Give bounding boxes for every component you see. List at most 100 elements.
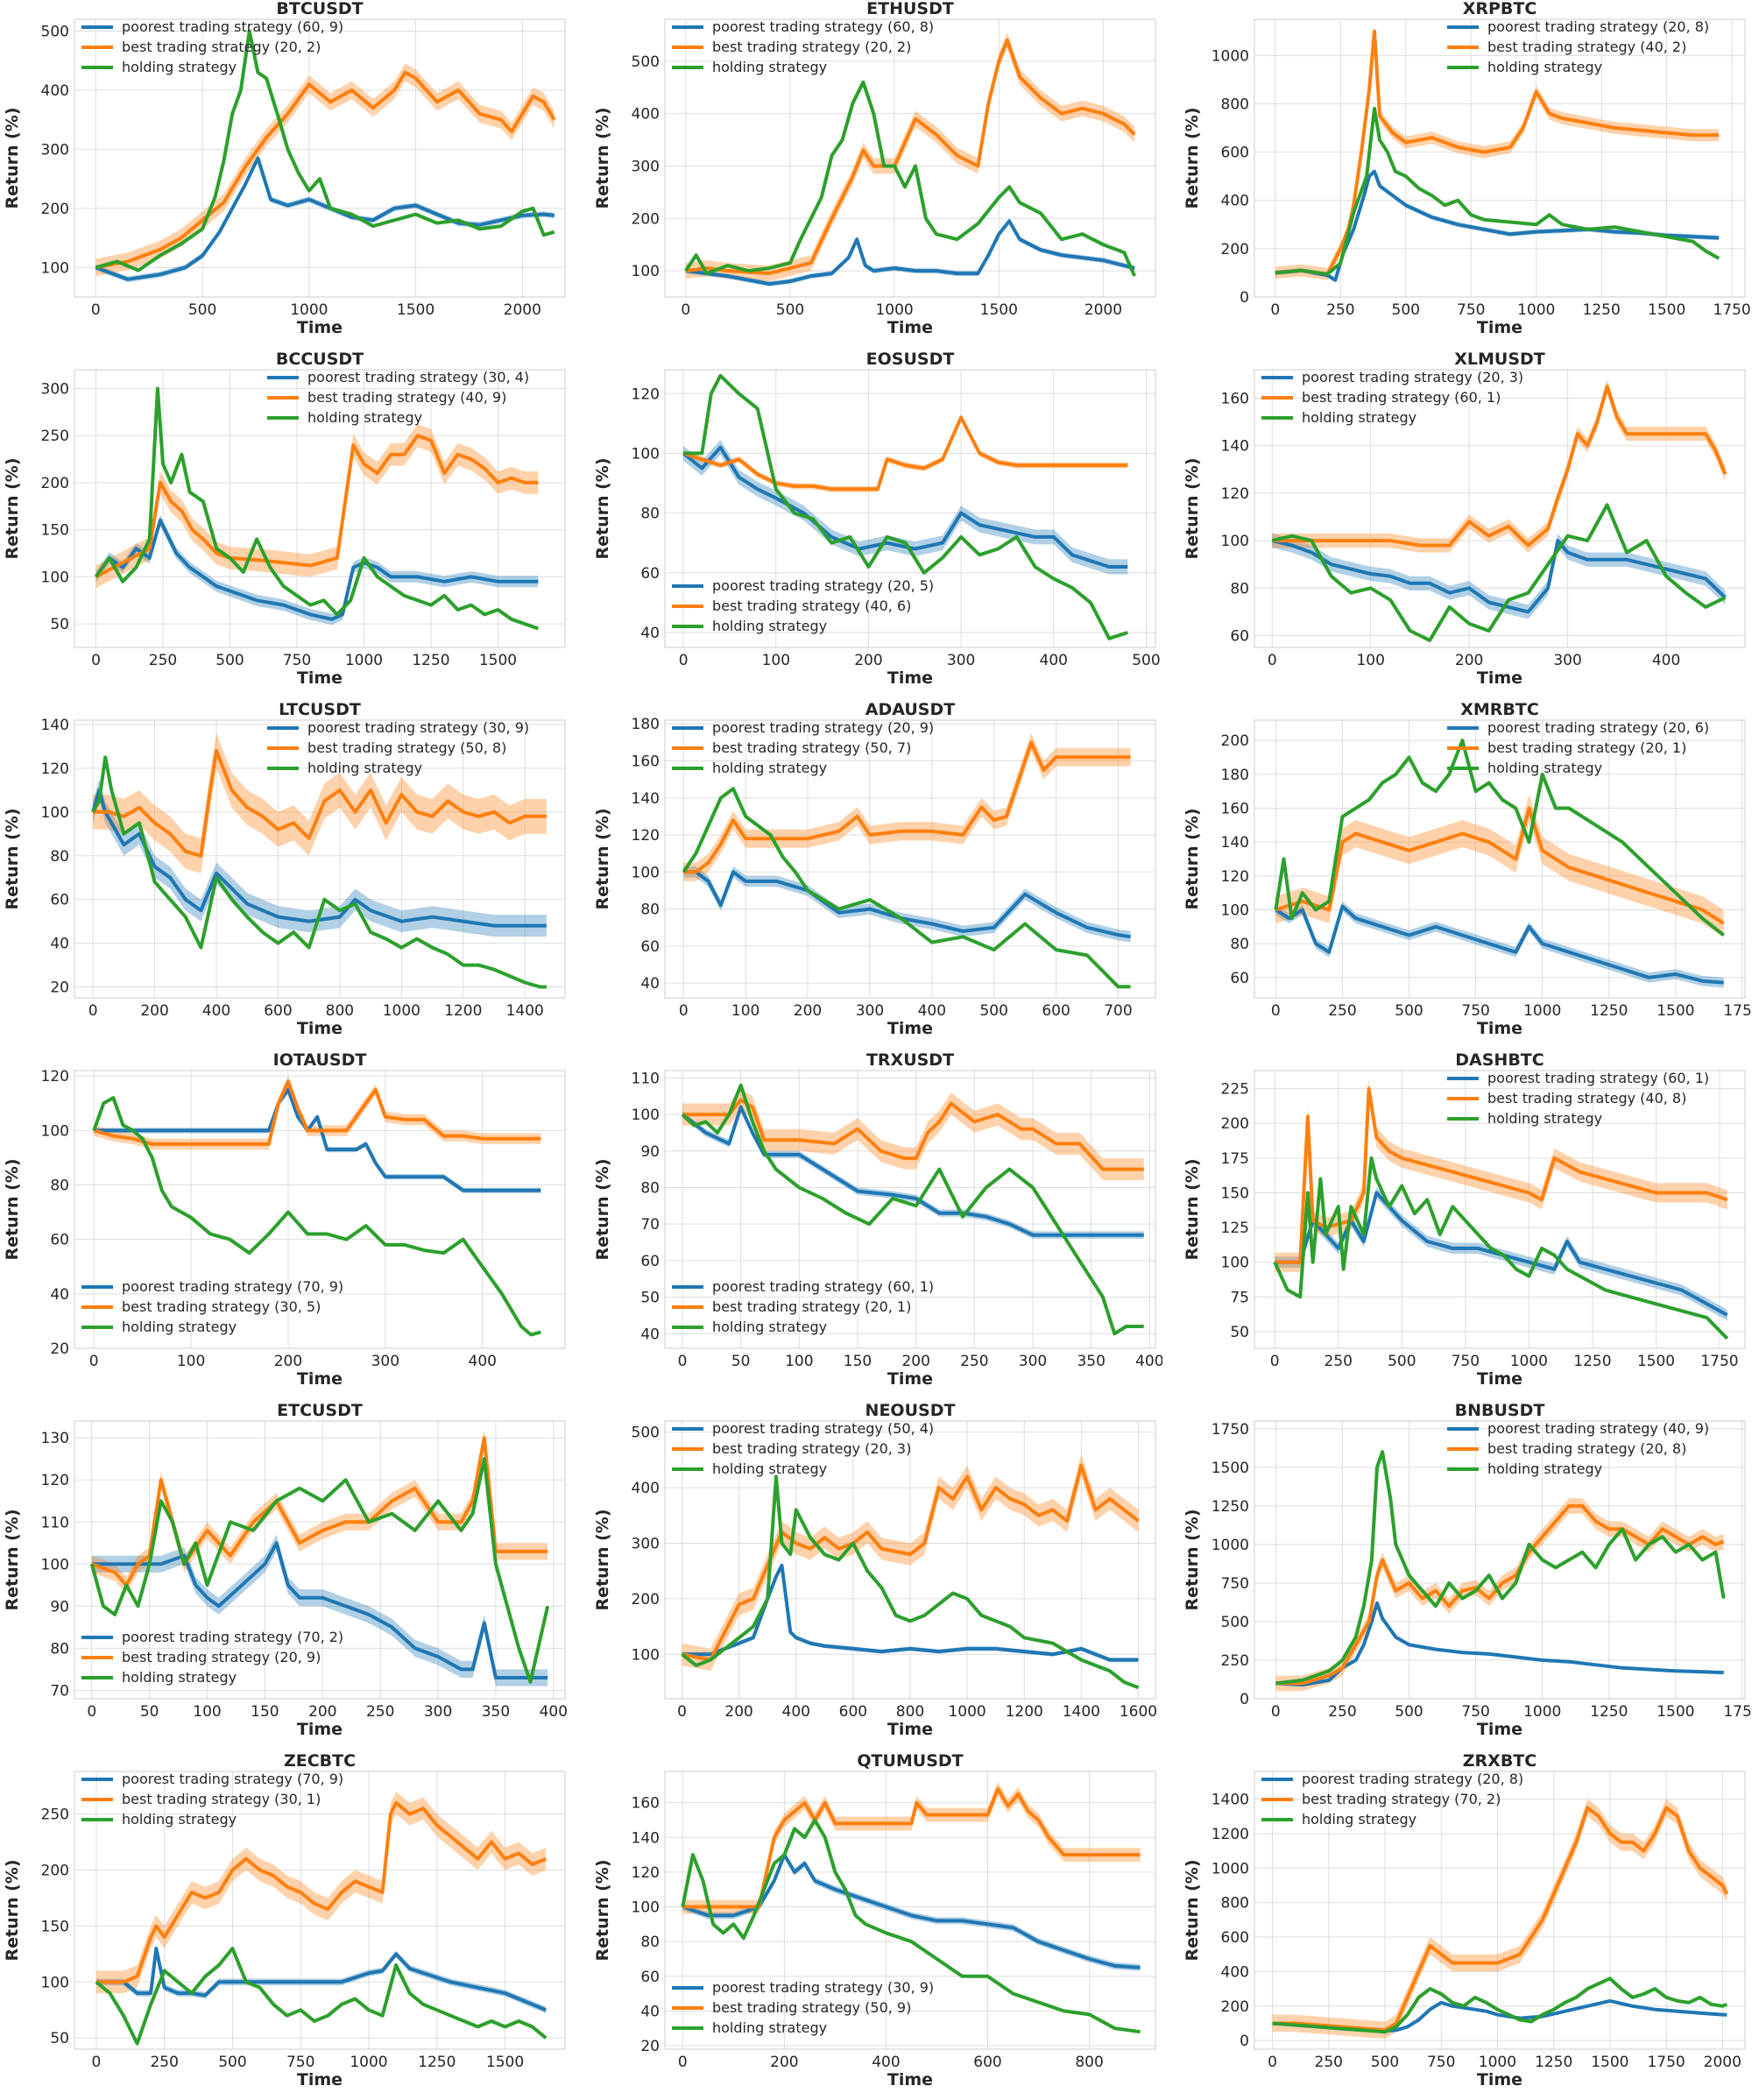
- chart-title: BTCUSDT: [276, 0, 363, 18]
- y-tick-label: 750: [1221, 1575, 1249, 1593]
- series-confidence-band: [1272, 378, 1726, 553]
- series-line-poorest: [91, 788, 547, 928]
- legend-label: holding strategy: [712, 760, 827, 776]
- x-tick-label: 250: [366, 1703, 394, 1721]
- y-axis-label: Return (%): [1183, 808, 1202, 909]
- legend-label: holding strategy: [1302, 409, 1416, 426]
- chart-btcusdt: 0 500 1000 1500 2000 100 200 300 400 500 BTCUSDT Ti…: [3, 0, 566, 337]
- y-tick-label: 200: [1221, 1115, 1249, 1133]
- x-tick-label: 0: [1268, 2054, 1277, 2071]
- y-tick-label: 60: [1230, 970, 1249, 987]
- y-tick-label: 140: [41, 717, 69, 734]
- plot-frame: [664, 369, 1156, 648]
- y-tick-label: 200: [1221, 241, 1249, 258]
- legend-label: poorest trading strategy (30, 9): [712, 1979, 934, 1996]
- legend-label: best trading strategy (70, 2): [1302, 1791, 1501, 1807]
- legend: poorest trading strategy (20, 3) best tra…: [1261, 369, 1523, 426]
- plot-frame: [1254, 1771, 1746, 2050]
- legend-label: poorest trading strategy (60, 9): [122, 18, 343, 35]
- x-axis-label: Time: [887, 1369, 933, 1389]
- x-tick-label: 200: [854, 652, 882, 669]
- series-line-poorest: [91, 1541, 548, 1679]
- x-tick-label: 1500: [980, 301, 1018, 319]
- x-tick-label: 1500: [479, 652, 517, 669]
- legend-label: poorest trading strategy (20, 6): [1487, 719, 1709, 736]
- x-axis-label: Time: [887, 2070, 933, 2089]
- series-line-best: [682, 1786, 1141, 1909]
- y-tick-label: 1400: [1212, 1792, 1249, 1809]
- series-line-poorest: [1275, 1601, 1724, 1687]
- plot-frame: [74, 1420, 566, 1700]
- y-tick-label: 80: [640, 1934, 660, 1951]
- series-confidence-band: [682, 1454, 1139, 1672]
- x-axis-label: Time: [297, 1369, 343, 1389]
- y-tick-label: 500: [41, 23, 69, 40]
- legend-label: holding strategy: [1302, 1811, 1416, 1828]
- x-tick-label: 0: [1268, 652, 1277, 669]
- x-tick-label: 250: [1328, 1703, 1356, 1721]
- x-axis-label: Time: [887, 1720, 933, 1739]
- y-tick-label: 20: [50, 979, 69, 997]
- chart-title: BCCUSDT: [276, 350, 364, 369]
- legend-label: best trading strategy (20, 3): [712, 1440, 911, 1457]
- x-tick-label: 1750: [1723, 1002, 1752, 1020]
- legend: poorest trading strategy (60, 9) best tra…: [81, 18, 343, 75]
- series-confidence-band: [1272, 533, 1726, 619]
- x-tick-label: 1000: [383, 1002, 420, 1020]
- plot-frame: [74, 18, 566, 298]
- plot-frame: [1254, 18, 1746, 298]
- x-axis-label: Time: [1477, 1019, 1522, 1038]
- x-tick-label: 750: [286, 2054, 314, 2071]
- x-axis-label: Time: [1477, 668, 1522, 688]
- y-tick-label: 300: [632, 158, 660, 175]
- y-tick-label: 100: [41, 804, 69, 822]
- y-tick-label: 90: [50, 1598, 69, 1616]
- x-tick-label: 400: [872, 2054, 900, 2071]
- legend-label: poorest trading strategy (20, 9): [712, 719, 934, 736]
- x-tick-label: 200: [724, 1703, 752, 1721]
- y-tick-label: 60: [50, 892, 69, 909]
- y-axis-label: Return (%): [593, 1859, 612, 1961]
- y-tick-label: 180: [632, 716, 660, 733]
- series-line-holding: [681, 1818, 1141, 2034]
- x-tick-label: 1200: [444, 1002, 482, 1020]
- legend-label: holding strategy: [1487, 760, 1602, 776]
- y-tick-label: 80: [640, 902, 660, 919]
- series-line-best: [685, 38, 1136, 276]
- x-tick-label: 400: [1652, 652, 1680, 669]
- y-tick-label: 120: [632, 1864, 660, 1882]
- x-tick-label: 1750: [1647, 2054, 1685, 2071]
- y-tick-label: 250: [41, 1807, 69, 1824]
- series-line-holding: [1271, 503, 1727, 642]
- y-tick-label: 160: [632, 1795, 660, 1813]
- legend-label: poorest trading strategy (20, 8): [1302, 1771, 1523, 1787]
- plot-frame: [664, 18, 1156, 298]
- legend: poorest trading strategy (70, 2) best tra…: [81, 1629, 343, 1686]
- x-axis-label: Time: [1477, 1369, 1522, 1389]
- y-tick-label: 60: [640, 1969, 660, 1986]
- x-tick-label: 100: [177, 1353, 205, 1370]
- y-tick-label: 300: [41, 380, 69, 398]
- x-tick-label: 1000: [290, 301, 328, 319]
- series-confidence-band: [683, 866, 1131, 943]
- plot-frame: [664, 719, 1156, 999]
- y-axis-label: Return (%): [593, 457, 612, 559]
- x-tick-label: 1200: [1006, 1703, 1043, 1721]
- series-line-best: [1272, 385, 1727, 548]
- x-tick-label: 150: [251, 1703, 279, 1721]
- x-tick-label: 1000: [1523, 1703, 1561, 1721]
- chart-bccusdt: 0 250 500 750 1000 1250 1500 50 100 150 200 250 300 B…: [3, 350, 566, 688]
- y-tick-label: 60: [50, 1232, 69, 1249]
- y-tick-label: 225: [1221, 1081, 1249, 1099]
- legend-label: best trading strategy (40, 6): [712, 597, 911, 614]
- y-tick-label: 180: [1221, 767, 1249, 784]
- x-tick-label: 250: [149, 652, 177, 669]
- y-axis-label: Return (%): [1183, 1509, 1202, 1610]
- chart-title: ZRXBTC: [1463, 1752, 1537, 1771]
- x-tick-label: 400: [782, 1703, 810, 1721]
- x-tick-label: 1250: [1590, 1703, 1628, 1721]
- series-line-holding: [682, 787, 1131, 989]
- legend: poorest trading strategy (20, 8) best tra…: [1447, 18, 1709, 75]
- legend-label: holding strategy: [712, 59, 827, 75]
- legend-label: best trading strategy (20, 8): [1487, 1440, 1686, 1457]
